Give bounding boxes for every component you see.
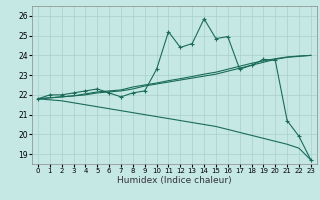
X-axis label: Humidex (Indice chaleur): Humidex (Indice chaleur) — [117, 176, 232, 185]
